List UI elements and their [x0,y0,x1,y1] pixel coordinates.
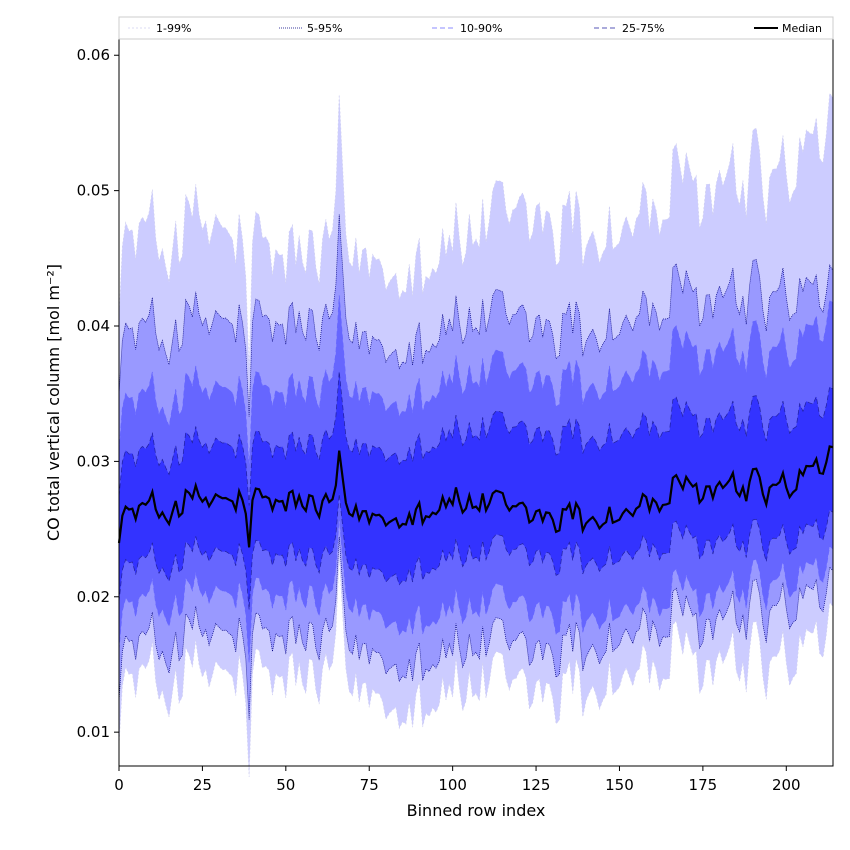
x-tick-label: 175 [689,776,718,794]
band-25-75-area [119,371,833,610]
band-5-95-upper-line [118,214,834,417]
band-25-75-lower-line [118,493,834,610]
legend: 1-99% 5-95% 10-90% 25-75% Median [118,16,834,40]
legend-label: 5-95% [307,22,342,35]
x-tick-label: 0 [114,776,124,794]
x-tick-label: 75 [360,776,379,794]
legend-label: 10-90% [460,22,502,35]
legend-entry: 25-75% [594,22,664,35]
legend-box [118,16,834,40]
y-tick-label: 0.04 [77,317,110,335]
x-tick-label: 125 [522,776,551,794]
y-tick-label: 0.06 [77,46,110,64]
y-tick-label: 0.05 [77,182,110,200]
x-axis-label: Binned row index [407,801,546,820]
x-tick-label: 100 [438,776,467,794]
legend-entry: 10-90% [432,22,502,35]
y-tick-label: 0.01 [77,723,110,741]
median-line [117,445,834,548]
x-axis: 0 25 50 75 100 125 150 175 200 [114,766,801,794]
band-1-99-lower-line [118,555,834,777]
percentile-bands [118,92,834,777]
band-10-90-upper-line [118,295,834,468]
x-tick-label: 150 [605,776,634,794]
band-25-75-upper-line [118,371,834,506]
band-1-99-upper-line [118,92,834,371]
x-tick-label: 50 [276,776,295,794]
legend-entry: 1-99% [128,22,191,35]
x-tick-label: 25 [193,776,212,794]
y-tick-label: 0.03 [77,452,110,470]
median-layer [117,445,834,548]
y-axis-label: CO total vertical column [mol m⁻²] [44,264,63,541]
y-axis: 0.01 0.02 0.03 0.04 0.05 0.06 [77,46,119,741]
legend-entry: 5-95% [279,22,342,35]
x-tick-label: 200 [772,776,801,794]
band-10-90-lower-line [118,518,834,663]
legend-label: 25-75% [622,22,664,35]
band-5-95-lower-line [118,536,834,720]
y-tick-label: 0.02 [77,588,110,606]
legend-label: 1-99% [156,22,191,35]
legend-label: Median [782,22,822,35]
legend-entry: Median [754,22,822,35]
